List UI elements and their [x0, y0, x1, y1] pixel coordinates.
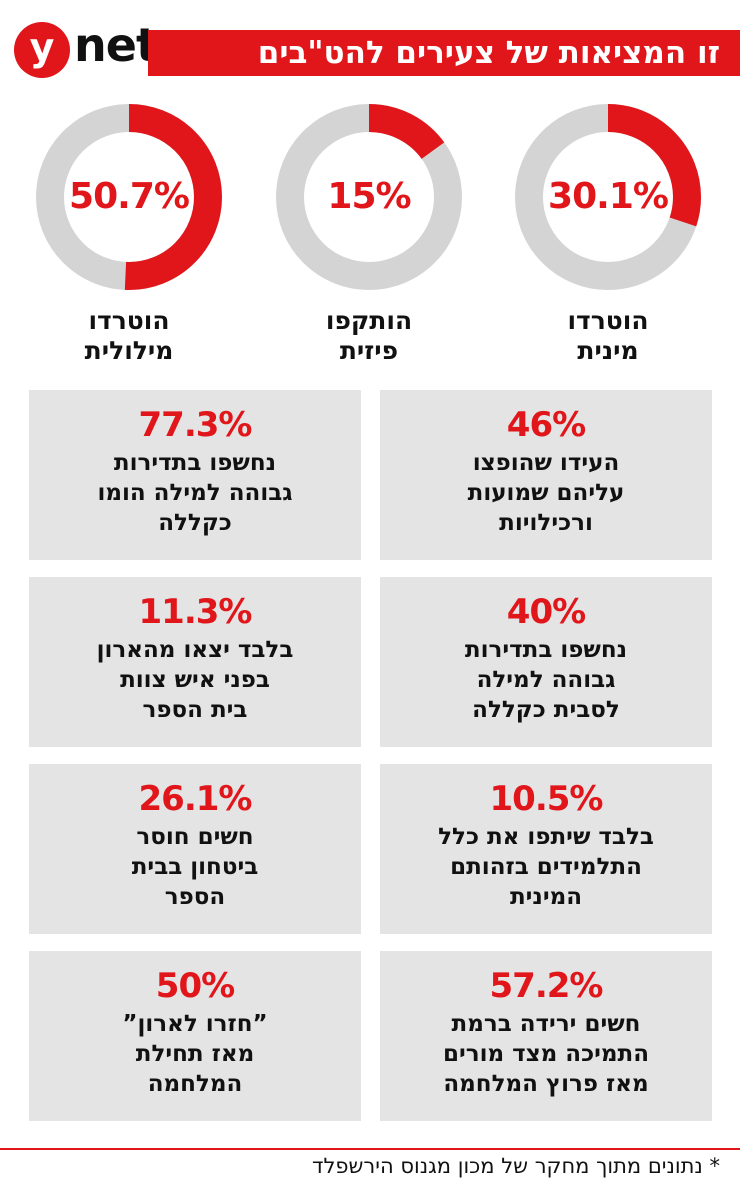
- stat-description: העידו שהופצו עליהם שמועות ורכילויות: [380, 448, 712, 538]
- donut-slice: [36, 104, 222, 290]
- stat-description-line: העידו שהופצו: [472, 450, 620, 476]
- stat-description: נחשפו בתדירות גבוהה למילה לסבית כקללה: [380, 635, 712, 725]
- stat-description: נחשפו בתדירות גבוהה למילה הומו כקללה: [29, 448, 361, 538]
- header: y net זו המציאות של צעירים להט"בים: [0, 0, 740, 100]
- stat-description-line: כקללה: [158, 510, 232, 536]
- logo-net-text: net: [74, 18, 158, 72]
- stat-value: 40%: [506, 592, 586, 632]
- stat-description-line: המלחמה: [147, 1071, 243, 1097]
- stat-description: חשים חוסר ביטחון בבית הספר: [29, 822, 361, 912]
- stat-description-line: בפני איש צוות: [120, 667, 270, 693]
- footer-divider: [0, 1148, 740, 1150]
- donut-label-line: הוטרדו: [88, 306, 170, 335]
- donut-chart: 30.1%: [515, 104, 701, 290]
- stat-value: 46%: [506, 405, 586, 445]
- stat-card: 50% ”חזרו לארון” מאז תחילת המלחמה: [29, 951, 361, 1121]
- stat-description-line: נחשפו בתדירות: [113, 450, 277, 476]
- donut-label: הוטרדו מילולית: [36, 306, 222, 366]
- stat-description-line: בלבד יצאו מהארון: [96, 637, 294, 663]
- stat-description-line: בלבד שיתפו את כלל: [438, 824, 654, 850]
- stat-card: 26.1% חשים חוסר ביטחון בבית הספר: [29, 764, 361, 934]
- stat-description-line: המינית: [509, 884, 583, 910]
- donut-value: 30.1%: [548, 176, 669, 217]
- footer-note: * נתונים מתוך מחקר של מכון מגנוס הירשפלד: [312, 1154, 720, 1178]
- donut-label-line: מילולית: [84, 336, 174, 365]
- stat-description-line: ”חזרו לארון”: [122, 1011, 268, 1037]
- stat-description: חשים ירידה ברמת התמיכה מצד מורים מאז פרוץ …: [380, 1009, 712, 1099]
- stat-description-line: חשים חוסר: [136, 824, 254, 850]
- stat-card: 10.5% בלבד שיתפו את כלל התלמידים בזהותם המי…: [380, 764, 712, 934]
- stat-description-line: ורכילויות: [499, 510, 593, 536]
- donut-chart: 15%: [276, 104, 462, 290]
- donut-label-line: פיזית: [339, 336, 399, 365]
- stat-card: 11.3% בלבד יצאו מהארון בפני איש צוות בית הס…: [29, 577, 361, 747]
- stat-description-line: הספר: [164, 884, 226, 910]
- stat-description-line: גבוהה למילה הומו: [97, 480, 293, 506]
- ynet-logo[interactable]: y net: [10, 18, 158, 84]
- stat-value: 26.1%: [138, 779, 253, 819]
- logo-y-circle: y: [14, 22, 70, 78]
- stat-description-line: מאז תחילת: [135, 1041, 255, 1067]
- stat-description-line: נחשפו בתדירות: [464, 637, 628, 663]
- stat-card: 57.2% חשים ירידה ברמת התמיכה מצד מורים מאז …: [380, 951, 712, 1121]
- stat-value: 57.2%: [489, 966, 604, 1006]
- stat-description-line: ביטחון בבית: [131, 854, 259, 880]
- stat-description-line: בית הספר: [142, 697, 248, 723]
- donut-label: הוטרדו מינית: [515, 306, 701, 366]
- stat-description-line: גבוהה למילה: [476, 667, 616, 693]
- stat-description-line: לסבית כקללה: [472, 697, 620, 723]
- donut-value: 50.7%: [69, 176, 190, 217]
- stat-description-line: התמיכה מצד מורים: [442, 1041, 650, 1067]
- donut-label-line: הוטרדו: [567, 306, 649, 335]
- stat-description-line: מאז פרוץ המלחמה: [443, 1071, 649, 1097]
- stat-value: 77.3%: [138, 405, 253, 445]
- donut-slice: [276, 104, 462, 290]
- donut-chart: 50.7%: [36, 104, 222, 290]
- stat-description-line: התלמידים בזהותם: [450, 854, 642, 880]
- stat-description: בלבד יצאו מהארון בפני איש צוות בית הספר: [29, 635, 361, 725]
- donut-value: 15%: [327, 176, 411, 217]
- stat-card: 40% נחשפו בתדירות גבוהה למילה לסבית כקללה: [380, 577, 712, 747]
- donut-slice: [515, 104, 701, 290]
- donut-label-line: הותקפו: [325, 306, 413, 335]
- stat-description-line: חשים ירידה ברמת: [451, 1011, 641, 1037]
- stat-value: 50%: [155, 966, 235, 1006]
- stat-card: 77.3% נחשפו בתדירות גבוהה למילה הומו כקללה: [29, 390, 361, 560]
- stat-description-line: עליהם שמועות: [467, 480, 625, 506]
- donut-label-line: מינית: [577, 336, 639, 365]
- stat-value: 10.5%: [489, 779, 604, 819]
- page-title: זו המציאות של צעירים להט"בים: [148, 30, 740, 76]
- stat-card: 46% העידו שהופצו עליהם שמועות ורכילויות: [380, 390, 712, 560]
- stat-description: בלבד שיתפו את כלל התלמידים בזהותם המינית: [380, 822, 712, 912]
- donut-label: הותקפו פיזית: [276, 306, 462, 366]
- stat-description: ”חזרו לארון” מאז תחילת המלחמה: [29, 1009, 361, 1099]
- stat-value: 11.3%: [138, 592, 253, 632]
